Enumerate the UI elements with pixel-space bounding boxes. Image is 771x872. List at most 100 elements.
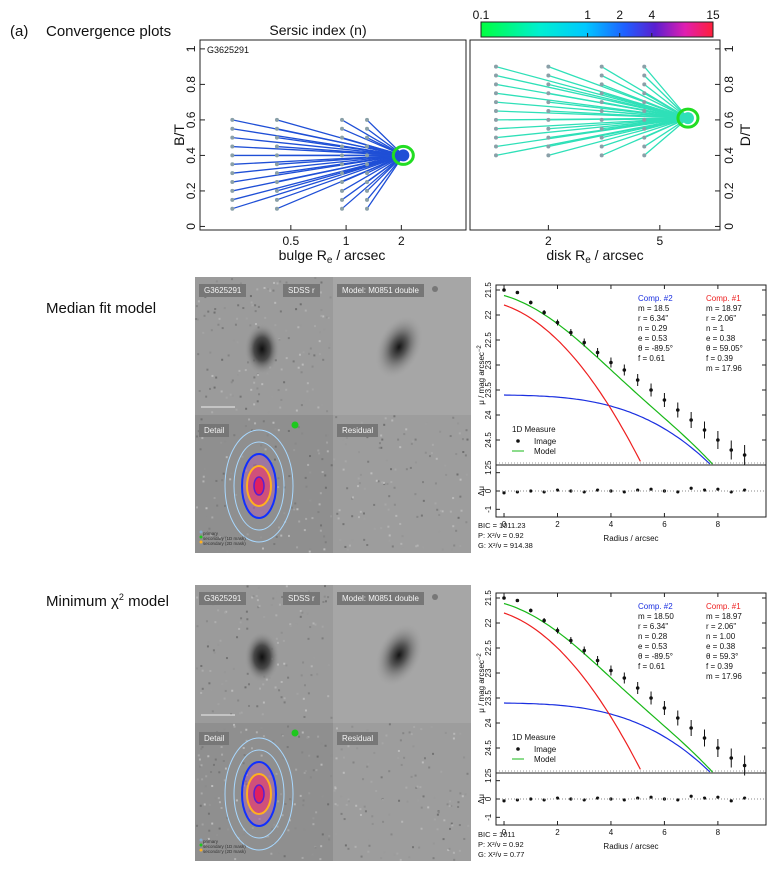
noise-pixel [245,739,248,742]
noise-pixel [366,544,369,547]
image-point [502,288,506,292]
residual-point [529,489,533,493]
start-point [274,197,279,202]
noise-pixel [282,756,285,759]
start-point [599,126,604,131]
noise-pixel [211,516,214,519]
noise-pixel [373,503,376,506]
start-point [642,73,647,78]
noise-pixel [222,791,225,794]
noise-pixel [217,609,220,612]
noise-pixel [318,503,321,506]
noise-pixel [425,422,428,425]
noise-pixel [383,851,386,854]
noise-pixel [419,786,422,789]
noise-pixel [201,778,204,781]
noise-pixel [260,444,263,447]
convergence-track [341,119,404,156]
noise-pixel [288,819,291,822]
convergence-track [601,110,688,119]
noise-pixel [441,510,444,513]
colorbar-title: Sersic index (n) [269,22,366,38]
noise-pixel [267,835,270,838]
noise-pixel [410,442,413,445]
noise-pixel [323,535,326,538]
image-point [569,330,573,335]
start-point [230,153,235,158]
noise-pixel [236,636,239,639]
noise-pixel [214,621,217,624]
noise-pixel [309,499,312,502]
noise-pixel [206,368,209,371]
noise-pixel [298,353,301,356]
min-chi2-label: Minimum χ2 model [46,592,169,610]
y-tick-label: 22.5 [484,332,493,348]
noise-pixel [208,682,211,685]
start-point [340,144,345,149]
image-point [582,340,587,345]
noise-pixel [250,747,253,750]
noise-pixel [451,824,454,827]
residual-y-label: Δμ [477,486,486,496]
colorbar-tick-label: 0.1 [473,8,490,22]
noise-pixel [264,448,267,451]
noise-pixel [197,430,200,433]
noise-pixel [285,329,288,332]
noise-pixel [461,795,464,798]
x-tick-label: 0 [502,828,507,837]
contour-center [253,476,265,496]
convergence-track [366,154,404,174]
noise-pixel [309,626,312,629]
noise-pixel [309,347,312,350]
x-tick-label: 2 [555,520,560,529]
noise-pixel [318,340,321,343]
noise-pixel [333,458,336,461]
noise-pixel [200,792,203,795]
noise-pixel [257,606,260,609]
image-point [716,746,720,750]
noise-pixel [276,825,279,828]
noise-pixel [275,614,278,617]
noise-pixel [366,729,369,732]
noise-pixel [459,478,462,481]
noise-pixel [344,844,347,847]
noise-pixel [251,596,254,599]
noise-pixel [399,739,402,742]
start-point [493,100,498,105]
image-point [595,350,600,355]
legend-title: 1D Measure [512,425,556,434]
noise-pixel [236,374,239,377]
noise-pixel [324,486,327,489]
start-point [274,171,279,176]
noise-pixel [292,360,295,363]
noise-pixel [367,850,370,853]
noise-pixel [327,316,330,319]
noise-pixel [232,847,235,850]
noise-pixel [247,683,250,686]
noise-pixel [414,461,417,464]
start-point [546,91,551,96]
noise-pixel [423,757,426,760]
noise-pixel [380,434,383,437]
convergence-track [276,154,404,165]
colorbar-tick-label: 4 [648,8,655,22]
start-point [546,153,551,158]
noise-pixel [251,304,254,307]
noise-pixel [274,324,277,327]
y-tick-label: 0.4 [184,147,198,164]
comp2-param: f = 0.61 [638,354,665,363]
residual-point [529,797,533,801]
noise-pixel [283,381,286,384]
noise-pixel [293,508,296,511]
image-point [702,736,707,740]
noise-pixel [281,734,284,737]
noise-pixel [414,438,417,441]
noise-pixel [412,745,415,748]
y-tick-label: 24 [484,718,493,727]
noise-pixel [303,684,306,687]
contour-center [253,784,265,804]
disk-frame [469,39,721,231]
noise-pixel [368,839,371,842]
noise-pixel [302,399,305,402]
noise-pixel [287,429,290,432]
